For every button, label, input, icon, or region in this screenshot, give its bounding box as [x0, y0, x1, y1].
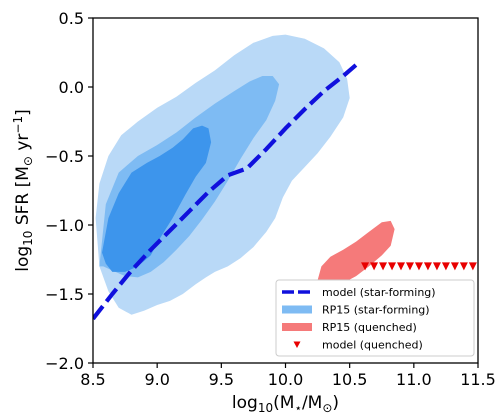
legend-swatch-model-quenched	[293, 341, 301, 348]
x-axis-label: log10(M⋆/M⊙)	[232, 393, 339, 415]
plot-area	[93, 34, 477, 321]
model-quenched-marker	[405, 262, 414, 271]
rp15-quenched-region	[317, 220, 395, 288]
model-quenched-marker	[441, 262, 450, 271]
legend-label: model (quenched)	[322, 339, 423, 352]
axis-ticks: 8.5 9.0 9.5 10.0 10.5 11.0 11.5 0.5 0.0 −0.5 −1.0 −…	[45, 9, 496, 389]
model-quenched-marker	[388, 262, 397, 271]
y-tick-label: 0.5	[59, 9, 84, 28]
y-axis-label: log10 SFR [M⊙ yr−1]	[11, 109, 35, 272]
legend-box	[275, 279, 475, 357]
model-quenched-marker	[379, 262, 388, 271]
x-tick-label: 10.5	[332, 370, 368, 389]
x-tick-label: 11.5	[460, 370, 496, 389]
x-tick-label: 11.0	[396, 370, 432, 389]
legend-label: model (star-forming)	[322, 286, 436, 299]
model-star-forming-line	[93, 63, 358, 321]
legend: model (star-forming) RP15 (star-forming) R…	[275, 279, 475, 357]
model-quenched-marker	[414, 262, 423, 271]
y-tick-label: −1.5	[45, 285, 84, 304]
legend-swatch-rp15-quenched	[282, 323, 312, 331]
model-quenched-marker	[361, 262, 370, 271]
y-tick-label: 0.0	[59, 78, 84, 97]
model-quenched-marker	[432, 262, 441, 271]
y-tick-label: −0.5	[45, 147, 84, 166]
y-tick-label: −1.0	[45, 216, 84, 235]
y-tick-label: −2.0	[45, 354, 84, 373]
x-tick-label: 10.0	[268, 370, 304, 389]
legend-label: RP15 (star-forming)	[322, 304, 430, 317]
legend-swatch-rp15-star-forming	[282, 305, 312, 314]
axis-labels: log10(M⋆/M⊙) log10 SFR [M⊙ yr−1]	[11, 109, 339, 415]
model-quenched-marker	[459, 262, 468, 271]
x-tick-label: 8.5	[80, 370, 105, 389]
rp15-star-forming-contour-inner	[102, 125, 212, 272]
x-tick-label: 9.5	[209, 370, 234, 389]
model-quenched-marker	[450, 262, 459, 271]
x-tick-label: 9.0	[144, 370, 169, 389]
model-quenched-marker	[468, 262, 477, 271]
model-quenched-marker	[423, 262, 432, 271]
model-quenched-marker	[370, 262, 379, 271]
legend-label: RP15 (quenched)	[322, 321, 417, 334]
model-quenched-marker	[397, 262, 405, 271]
